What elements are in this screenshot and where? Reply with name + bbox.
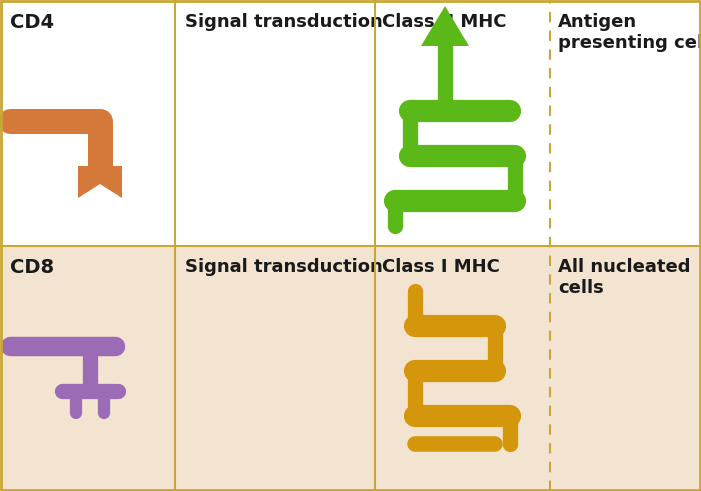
Text: Signal transduction: Signal transduction bbox=[185, 258, 383, 276]
Text: CD8: CD8 bbox=[10, 258, 54, 277]
Polygon shape bbox=[421, 6, 469, 46]
Polygon shape bbox=[78, 166, 122, 198]
Text: Class I MHC: Class I MHC bbox=[382, 258, 500, 276]
Text: Antigen
presenting cells: Antigen presenting cells bbox=[558, 13, 701, 52]
Bar bbox=[0, 0, 701, 246]
Text: All nucleated
cells: All nucleated cells bbox=[558, 258, 690, 297]
Text: Class II MHC: Class II MHC bbox=[382, 13, 507, 31]
Text: CD4: CD4 bbox=[10, 13, 54, 32]
Text: Signal transduction: Signal transduction bbox=[185, 13, 383, 31]
Bar bbox=[0, 246, 701, 491]
